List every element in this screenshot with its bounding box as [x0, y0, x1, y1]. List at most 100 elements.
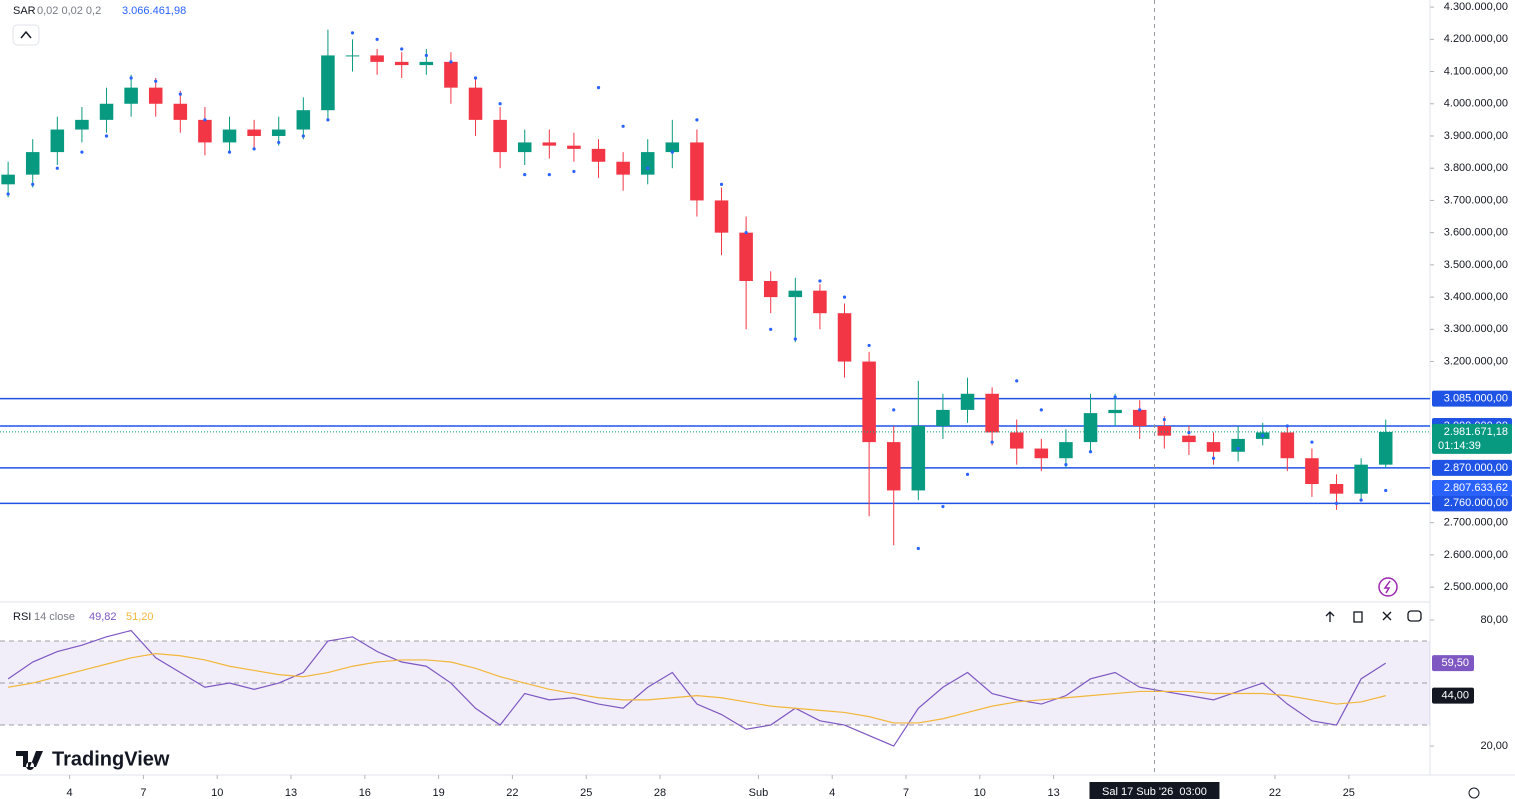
y-tick-label: 20,00	[1480, 740, 1508, 752]
candle-body	[1108, 409, 1122, 414]
pane-buttons	[1325, 610, 1422, 623]
candle-body	[813, 290, 827, 314]
logo: TradingView	[16, 748, 170, 770]
candle-body	[124, 87, 138, 104]
last-price-box	[1432, 423, 1512, 454]
logo-mark	[16, 751, 43, 770]
rsi-line	[8, 653, 1386, 724]
sar-dot	[375, 37, 379, 41]
y-tick-label: 4.100.000,00	[1444, 65, 1508, 77]
candle-body	[345, 55, 360, 57]
edge-label: 44,00	[1441, 690, 1469, 702]
collapse-button[interactable]	[12, 24, 40, 46]
collapse-pane-button[interactable]	[1382, 611, 1392, 621]
sar-dot	[572, 169, 576, 174]
y-tick-label: 2.500.000,00	[1444, 581, 1508, 593]
sar-dot	[277, 140, 281, 145]
logo-text: TradingView	[52, 748, 170, 770]
x-tick-label: 7	[140, 787, 146, 799]
rsi-value: 49,82	[89, 611, 117, 623]
alert-icon[interactable]	[1378, 577, 1398, 597]
sar-dot	[104, 134, 109, 138]
candle-body	[1206, 442, 1221, 452]
sar-dot	[695, 118, 699, 122]
sar-dot	[473, 76, 478, 80]
candle-body	[591, 148, 606, 162]
candle-body	[960, 393, 975, 410]
edge-label: 59,50	[1441, 657, 1469, 669]
maximize-button[interactable]	[1407, 610, 1422, 622]
candle-body	[173, 103, 188, 120]
sar-dot	[523, 173, 527, 177]
sar-dot	[1261, 434, 1265, 438]
candle-body	[296, 110, 311, 130]
sar-dot	[1162, 417, 1166, 422]
sar-dot	[1285, 424, 1289, 428]
sar-dot	[1064, 463, 1068, 467]
sar-dot	[547, 173, 551, 177]
settings-icon[interactable]	[1468, 787, 1480, 799]
sar-dot	[129, 76, 133, 80]
level-label-box	[1432, 459, 1512, 476]
delete-button[interactable]	[1353, 611, 1363, 623]
sar-dot	[301, 134, 305, 138]
x-tick-label: 4	[67, 787, 73, 799]
y-tick-label: 3.500.000,00	[1444, 259, 1508, 271]
sar-dot	[867, 343, 871, 348]
sar-dot	[1211, 456, 1216, 460]
y-tick-label: 3.300.000,00	[1444, 323, 1508, 335]
rsi-ma-value: 51,20	[126, 611, 154, 623]
sar-dot	[1113, 395, 1117, 399]
sar-dot	[227, 150, 232, 154]
sar-dot	[6, 192, 10, 196]
candle-body	[665, 142, 680, 153]
level-label: 2.760.000,00	[1444, 497, 1508, 509]
candle-body	[862, 361, 876, 443]
sar-label: 2.807.633,62	[1444, 482, 1508, 494]
y-tick-label: 3.700.000,00	[1444, 194, 1508, 206]
candle-body	[567, 145, 581, 149]
candle-body	[690, 142, 704, 201]
candle-body	[1059, 442, 1073, 459]
candle-body	[1354, 464, 1368, 494]
sar-dot	[941, 504, 945, 509]
y-tick-label: 2.700.000,00	[1444, 517, 1508, 529]
candle-body	[222, 129, 237, 143]
x-tick-label: 16	[359, 787, 371, 799]
sar-dot	[646, 166, 650, 170]
collapse-icon	[20, 30, 32, 39]
x-tick-label: 25	[580, 787, 592, 799]
candle-body	[50, 129, 65, 153]
crosshair-label-box	[1089, 782, 1220, 799]
sar-dot	[178, 92, 182, 96]
sar-dot	[252, 147, 256, 151]
sar-dot	[596, 86, 601, 90]
y-tick-label: 80,00	[1480, 614, 1508, 626]
sar-dot	[326, 118, 330, 122]
candle-body	[148, 87, 163, 104]
rsi-params: 14 close	[34, 611, 75, 623]
rsi-line	[7, 629, 1387, 747]
x-tick-label: 22	[506, 787, 518, 799]
sar-dot	[31, 182, 35, 186]
candle-body	[198, 119, 212, 143]
sar-dot	[203, 118, 207, 122]
level-label-box	[1432, 390, 1512, 407]
sar-dot	[1236, 446, 1240, 451]
x-tick-label: 25	[1343, 787, 1355, 799]
candle-body	[321, 55, 335, 111]
y-tick-label: 2.600.000,00	[1444, 549, 1508, 561]
candle-body	[788, 290, 803, 298]
sar-dot	[424, 53, 428, 58]
candle-body	[1132, 409, 1147, 426]
y-tick-label: 3.600.000,00	[1444, 227, 1508, 239]
y-tick-label: 4.000.000,00	[1444, 98, 1508, 110]
candle-body	[1182, 435, 1196, 443]
sar-dot	[965, 472, 970, 476]
candle-body	[468, 87, 483, 120]
move-up-button[interactable]	[1325, 611, 1335, 622]
candle-body	[1083, 413, 1098, 443]
rsi-title: RSI	[13, 611, 31, 623]
